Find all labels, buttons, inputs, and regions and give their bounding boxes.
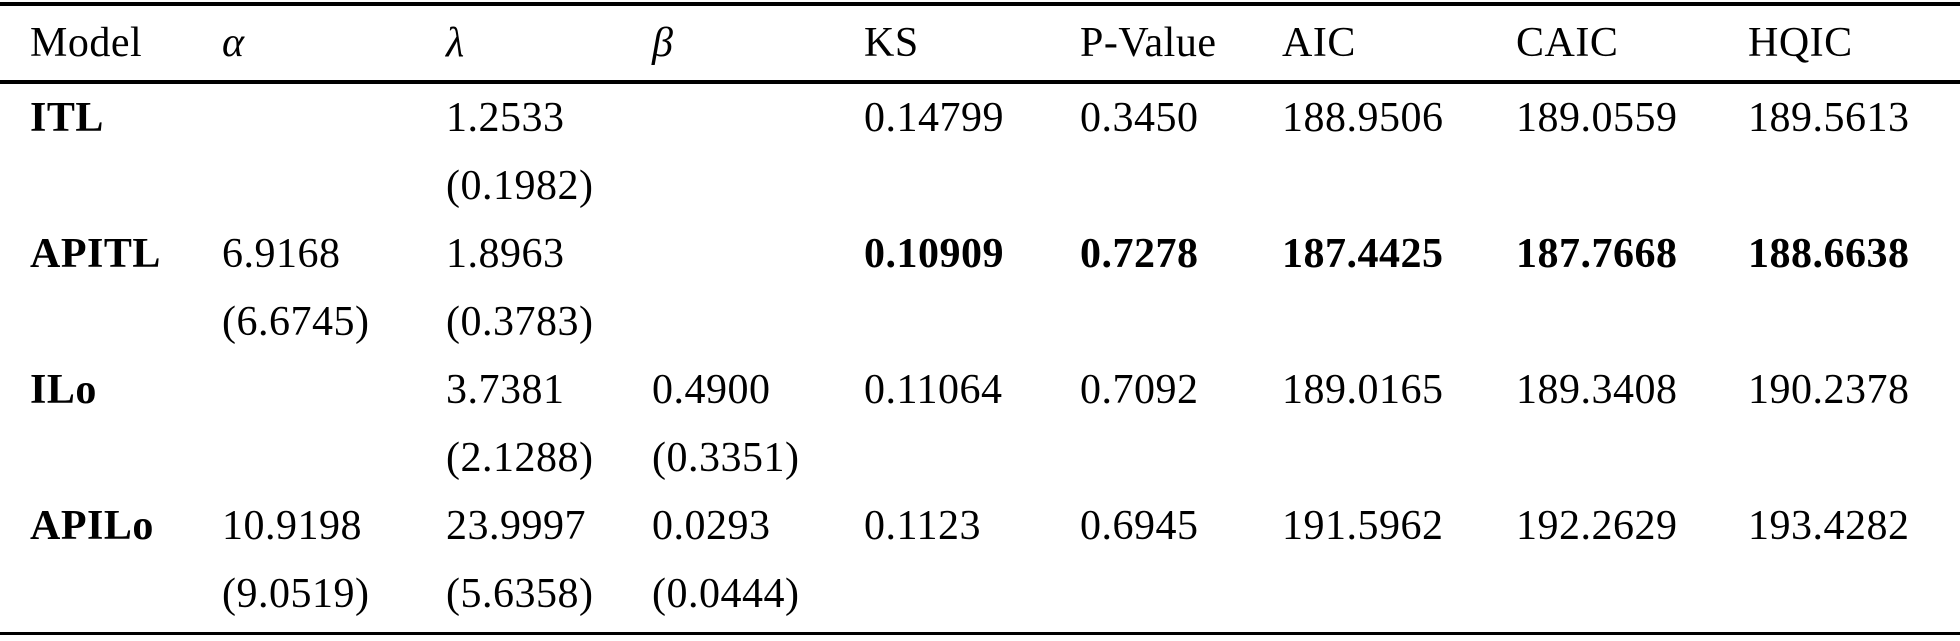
cell-itl-lambda: 1.2533	[446, 95, 565, 141]
cell-ilo-model: ILo	[30, 367, 97, 413]
cell-itl-pvalue: 0.3450	[1080, 95, 1199, 141]
header-aic: AIC	[1282, 20, 1356, 66]
cell-ilo-aic: 189.0165	[1282, 367, 1444, 413]
table-row-apitl-estimates: APITL 6.9168 1.8963 0.10909 0.7278 187.4…	[0, 220, 1960, 288]
cell-apitl-alpha: 6.9168	[222, 231, 341, 277]
cell-apilo-alpha-se: (9.0519)	[222, 571, 370, 617]
table-top-rule	[0, 2, 1960, 6]
cell-apilo-caic: 192.2629	[1516, 503, 1678, 549]
cell-apilo-ks: 0.1123	[864, 503, 981, 549]
cell-itl-caic: 189.0559	[1516, 95, 1678, 141]
table-row-itl-estimates: ITL 1.2533 0.14799 0.3450 188.9506 189.0…	[0, 84, 1960, 152]
header-ks: KS	[864, 20, 919, 66]
header-hqic: HQIC	[1748, 20, 1853, 66]
table-row-itl-stderrors: (0.1982)	[0, 152, 1960, 220]
cell-apilo-pvalue: 0.6945	[1080, 503, 1199, 549]
table-row-apilo-stderrors: (9.0519) (5.6358) (0.0444)	[0, 560, 1960, 628]
cell-apilo-beta-se: (0.0444)	[652, 571, 800, 617]
cell-apitl-aic: 187.4425	[1282, 231, 1444, 277]
cell-apitl-model: APITL	[30, 231, 161, 277]
header-alpha: α	[222, 20, 245, 66]
cell-apilo-lambda-se: (5.6358)	[446, 571, 594, 617]
cell-ilo-pvalue: 0.7092	[1080, 367, 1199, 413]
table-row-ilo-stderrors: (2.1288) (0.3351)	[0, 424, 1960, 492]
cell-ilo-beta-se: (0.3351)	[652, 435, 800, 481]
cell-apilo-hqic: 193.4282	[1748, 503, 1910, 549]
cell-ilo-lambda: 3.7381	[446, 367, 565, 413]
table-header-row: Model α λ β KS P-Value AIC CAIC HQIC	[0, 6, 1960, 80]
cell-itl-hqic: 189.5613	[1748, 95, 1910, 141]
cell-apitl-ks: 0.10909	[864, 231, 1004, 277]
cell-ilo-lambda-se: (2.1288)	[446, 435, 594, 481]
cell-apilo-beta: 0.0293	[652, 503, 771, 549]
table-row-apilo-estimates: APILo 10.9198 23.9997 0.0293 0.1123 0.69…	[0, 492, 1960, 560]
table-row-ilo-estimates: ILo 3.7381 0.4900 0.11064 0.7092 189.016…	[0, 356, 1960, 424]
cell-itl-ks: 0.14799	[864, 95, 1004, 141]
cell-apitl-alpha-se: (6.6745)	[222, 299, 370, 345]
cell-apilo-lambda: 23.9997	[446, 503, 586, 549]
table-bottom-rule	[0, 632, 1960, 635]
header-caic: CAIC	[1516, 20, 1619, 66]
header-beta: β	[652, 20, 674, 66]
cell-apitl-lambda-se: (0.3783)	[446, 299, 594, 345]
cell-apitl-pvalue: 0.7278	[1080, 231, 1199, 277]
cell-itl-lambda-se: (0.1982)	[446, 163, 594, 209]
cell-apilo-model: APILo	[30, 503, 154, 549]
table-row-apitl-stderrors: (6.6745) (0.3783)	[0, 288, 1960, 356]
cell-ilo-ks: 0.11064	[864, 367, 1003, 413]
cell-apilo-alpha: 10.9198	[222, 503, 362, 549]
cell-ilo-caic: 189.3408	[1516, 367, 1678, 413]
cell-ilo-hqic: 190.2378	[1748, 367, 1910, 413]
table-header-rule	[0, 80, 1960, 84]
cell-apitl-caic: 187.7668	[1516, 231, 1678, 277]
cell-itl-aic: 188.9506	[1282, 95, 1444, 141]
header-lambda: λ	[446, 20, 465, 66]
cell-ilo-beta: 0.4900	[652, 367, 771, 413]
cell-apitl-lambda: 1.8963	[446, 231, 565, 277]
header-pvalue: P-Value	[1080, 20, 1217, 66]
cell-apilo-aic: 191.5962	[1282, 503, 1444, 549]
header-model: Model	[30, 20, 143, 66]
cell-itl-model: ITL	[30, 95, 104, 141]
cell-apitl-hqic: 188.6638	[1748, 231, 1910, 277]
